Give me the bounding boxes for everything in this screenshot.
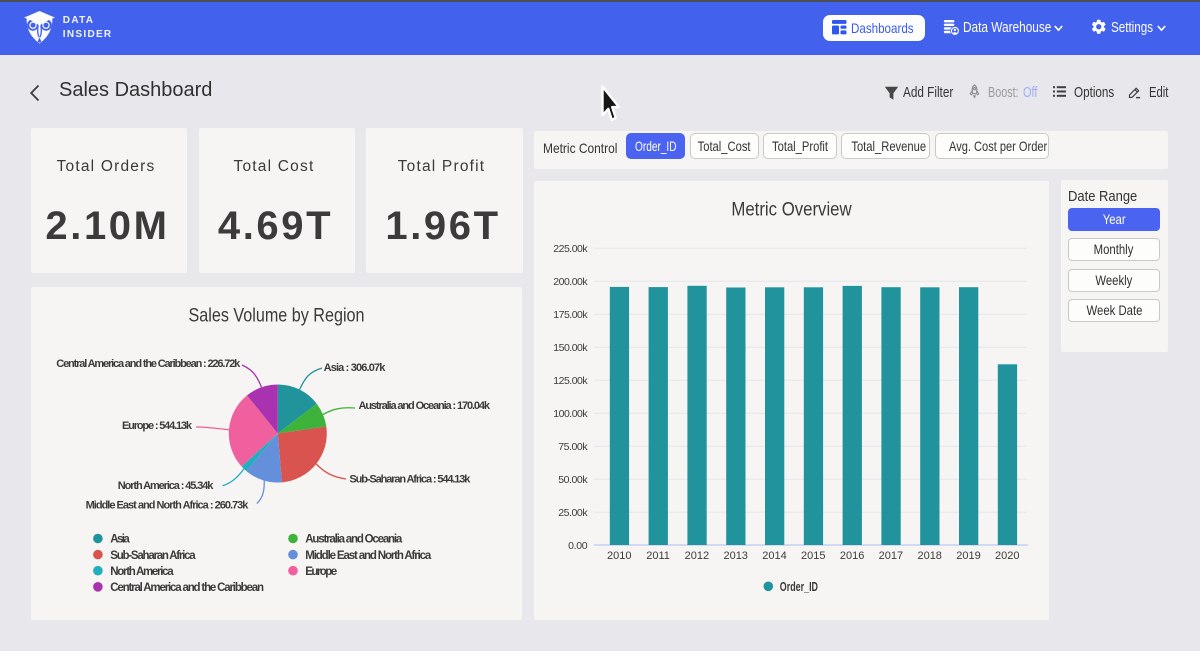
svg-text:Asia: Asia xyxy=(110,534,130,546)
svg-text:2016: 2016 xyxy=(840,550,864,562)
svg-text:North America: North America xyxy=(110,566,174,578)
svg-text:2015: 2015 xyxy=(801,550,825,562)
svg-text:Europe : 544.13k: Europe : 544.13k xyxy=(122,420,193,432)
svg-text:Order_ID: Order_ID xyxy=(780,580,818,594)
svg-text:200.00k: 200.00k xyxy=(553,276,588,288)
svg-text:2017: 2017 xyxy=(879,550,903,562)
svg-text:2018: 2018 xyxy=(917,550,941,562)
svg-text:Central America and the Caribb: Central America and the Caribbean : 226.… xyxy=(56,358,241,370)
svg-text:2014: 2014 xyxy=(762,550,786,562)
svg-text:Australia and Oceania: Australia and Oceania xyxy=(305,534,403,546)
svg-text:125.00k: 125.00k xyxy=(553,375,588,387)
svg-text:2013: 2013 xyxy=(723,550,747,562)
svg-text:2020: 2020 xyxy=(995,550,1019,562)
svg-text:Middle East and North Africa: Middle East and North Africa xyxy=(305,550,432,562)
svg-text:0.00: 0.00 xyxy=(568,540,588,552)
svg-text:Sub-Saharan Africa: Sub-Saharan Africa xyxy=(110,550,196,562)
svg-text:Central America and the Caribb: Central America and the Caribbean xyxy=(110,582,264,594)
svg-text:Middle East and North Africa :: Middle East and North Africa : 260.73k xyxy=(86,500,250,512)
svg-text:2012: 2012 xyxy=(685,550,709,562)
svg-text:Metric Overview: Metric Overview xyxy=(731,198,852,220)
svg-text:175.00k: 175.00k xyxy=(553,309,588,321)
svg-text:2019: 2019 xyxy=(956,550,980,562)
svg-text:Asia : 306.07k: Asia : 306.07k xyxy=(324,362,387,374)
svg-text:50.00k: 50.00k xyxy=(558,474,588,486)
svg-text:2011: 2011 xyxy=(646,550,670,562)
svg-text:225.00k: 225.00k xyxy=(553,243,588,255)
svg-text:150.00k: 150.00k xyxy=(553,342,588,354)
svg-text:100.00k: 100.00k xyxy=(553,408,588,420)
svg-text:North America : 45.34k: North America : 45.34k xyxy=(118,480,214,492)
svg-text:Sub-Saharan Africa : 544.13k: Sub-Saharan Africa : 544.13k xyxy=(349,474,471,486)
svg-text:2010: 2010 xyxy=(607,550,631,562)
svg-text:75.00k: 75.00k xyxy=(558,441,588,453)
svg-text:Australia and Oceania : 170.04: Australia and Oceania : 170.04k xyxy=(359,400,491,412)
svg-text:Europe: Europe xyxy=(305,566,337,578)
svg-text:25.00k: 25.00k xyxy=(558,507,588,519)
svg-text:Sales Volume by Region: Sales Volume by Region xyxy=(189,305,365,327)
